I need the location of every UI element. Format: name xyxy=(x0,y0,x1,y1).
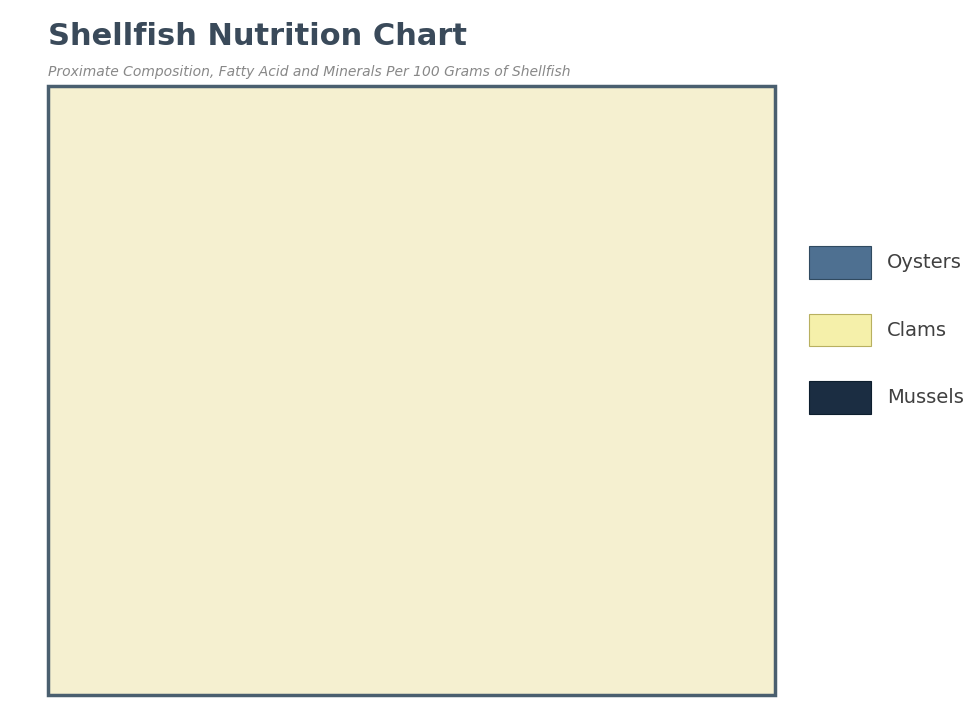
Bar xyxy=(213,181,266,190)
Bar xyxy=(213,459,272,467)
Bar xyxy=(213,140,524,148)
Bar xyxy=(213,383,266,391)
Bar xyxy=(213,627,218,635)
Text: Proximate Composition, Fatty Acid and Minerals Per 100 Grams of Shellfish: Proximate Composition, Fatty Acid and Mi… xyxy=(48,65,571,79)
Bar xyxy=(213,425,223,433)
Bar xyxy=(213,576,494,584)
Bar xyxy=(213,484,215,492)
Bar xyxy=(213,274,255,282)
Bar xyxy=(213,206,221,215)
Bar xyxy=(213,450,323,459)
Bar xyxy=(213,341,320,349)
Bar xyxy=(213,609,216,618)
Bar xyxy=(213,282,240,290)
Bar xyxy=(213,518,524,526)
Bar xyxy=(213,374,278,383)
Bar xyxy=(213,618,215,627)
Bar xyxy=(213,156,468,165)
Bar xyxy=(213,290,249,299)
Bar xyxy=(213,543,421,551)
Bar xyxy=(213,526,450,534)
Bar xyxy=(213,349,314,358)
Bar xyxy=(213,358,356,366)
Bar xyxy=(213,417,224,425)
Bar xyxy=(213,408,230,417)
Bar xyxy=(213,391,311,400)
Bar xyxy=(213,224,220,232)
Bar xyxy=(213,492,215,500)
Bar xyxy=(213,215,218,224)
Bar xyxy=(213,559,474,568)
Bar xyxy=(213,148,533,156)
Bar xyxy=(213,551,613,559)
Bar xyxy=(213,308,215,315)
Bar xyxy=(213,257,215,265)
Legend: Oysters, Clams, Mussels: Oysters, Clams, Mussels xyxy=(809,246,964,414)
Bar xyxy=(213,593,456,602)
Bar xyxy=(213,324,215,333)
Bar xyxy=(213,190,272,199)
Bar xyxy=(213,240,215,249)
Text: Shellfish Nutrition Chart: Shellfish Nutrition Chart xyxy=(48,22,467,50)
Bar xyxy=(213,442,284,450)
Bar xyxy=(213,584,716,593)
Bar xyxy=(213,173,287,181)
Bar xyxy=(213,475,216,484)
Bar xyxy=(213,509,456,518)
